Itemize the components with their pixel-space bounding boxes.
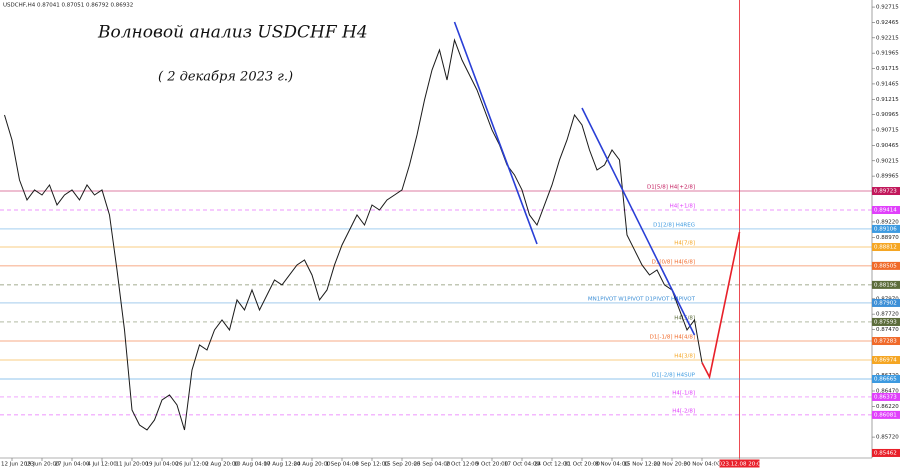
level-box	[872, 392, 900, 401]
level-value: 0.89414	[874, 208, 897, 214]
level-label: D1[-2/8] H4SUP	[652, 373, 696, 379]
x-tick-label: 10 Aug 04:00	[233, 462, 271, 468]
level-value: 0.88196	[874, 282, 897, 288]
level-box	[872, 224, 900, 233]
level-label: H4[-2/8]	[672, 408, 695, 414]
y-tick-label: 0.91965	[876, 51, 899, 57]
y-tick-label: 0.92215	[876, 35, 899, 41]
level-value: 0.87593	[874, 319, 897, 325]
level-value: 0.86373	[874, 394, 897, 400]
x-tick-label: 27 Jun 04:00	[55, 462, 90, 468]
x-tick-label: 9 Oct 20:00	[476, 462, 509, 468]
x-tick-label: 2 Oct 12:00	[446, 462, 479, 468]
y-tick-label: 0.85720	[876, 435, 899, 441]
y-tick-label: 0.90965	[876, 112, 899, 118]
level-value: 0.87283	[874, 339, 897, 345]
y-tick-label: 0.86220	[876, 404, 899, 410]
y-tick-label: 0.89220	[876, 219, 899, 225]
level-box	[872, 410, 900, 419]
x-tick-label: 25 Sep 04:00	[414, 462, 451, 468]
x-tick-label: 19 Jul 04:00	[146, 462, 179, 468]
level-label: H4[-1/8]	[672, 390, 695, 396]
x-tick-label: 17 Oct 04:00	[504, 462, 540, 468]
y-tick-label: 0.88970	[876, 235, 899, 241]
y-tick-label: 0.87470	[876, 327, 899, 333]
level-box	[872, 317, 900, 326]
x-tick-label: 11 Jul 20:00	[116, 462, 149, 468]
chart-title: Волновой анализ USDCHF H4	[97, 23, 368, 43]
x-tick-label: 26 Jul 12:00	[176, 462, 209, 468]
level-box	[872, 243, 900, 252]
level-label: H4[+1/8]	[670, 204, 695, 210]
level-box	[872, 187, 900, 196]
level-value: 0.86974	[874, 358, 897, 364]
y-tick-label: 0.90215	[876, 158, 899, 164]
x-tick-label: 22 Nov 20:00	[653, 462, 691, 468]
level-label: MN1PIVOT W1PIVOT D1PIVOT H4PIVOT	[588, 296, 696, 302]
x-tick-label: 30 Nov 04:00	[683, 462, 721, 468]
y-tick-label: 0.90715	[876, 128, 899, 134]
level-box	[872, 261, 900, 270]
price-marker-value: 0.85462	[874, 450, 897, 456]
price-marker-box	[872, 448, 900, 457]
level-label: D1[0/8] H4[6/8]	[652, 259, 695, 265]
header: USDCHF,H4 0.87041 0.87051 0.86792 0.8693…	[3, 3, 133, 9]
x-tick-label: 24 Aug 20:00	[293, 462, 331, 468]
x-tick-label: 24 Oct 12:00	[534, 462, 570, 468]
x-tick-label: 8 Nov 04:00	[595, 462, 629, 468]
x-tick-label: 2 Aug 20:00	[205, 462, 239, 468]
y-tick-label: 0.92465	[876, 20, 899, 26]
level-value: 0.87902	[874, 300, 897, 306]
y-tick-label: 0.89965	[876, 174, 899, 180]
level-label: H4[3/8]	[674, 354, 695, 360]
level-label: H4[5/8]	[674, 315, 695, 321]
level-label: D1[-1/8] H4[4/8]	[650, 335, 695, 341]
level-value: 0.86081	[874, 412, 897, 418]
level-label: H4[7/8]	[674, 241, 695, 247]
y-tick-label: 0.91215	[876, 97, 899, 103]
y-tick-label: 0.92715	[876, 5, 899, 11]
x-tick-label: 15 Sep 20:00	[384, 462, 421, 468]
level-box	[872, 337, 900, 346]
level-value: 0.86665	[874, 377, 897, 383]
y-tick-label: 0.90465	[876, 143, 899, 149]
level-label: D1[2/8] H4REG	[653, 222, 695, 228]
series-line	[581, 107, 696, 336]
x-tick-label: 2023.12.08 20:00	[715, 462, 765, 468]
chart-subtitle: ( 2 декабря 2023 г.)	[158, 70, 293, 85]
level-value: 0.89106	[874, 226, 897, 232]
future-label-box	[719, 459, 760, 468]
series-line	[701, 231, 741, 380]
level-box	[872, 280, 900, 289]
x-tick-label: 31 Oct 20:00	[564, 462, 600, 468]
x-tick-label: 19 Jun 20:00	[25, 462, 60, 468]
level-value: 0.89723	[874, 189, 897, 195]
level-value: 0.88505	[874, 263, 897, 269]
x-tick-label: 12 Jun 2023	[1, 462, 35, 468]
y-tick-label: 0.91465	[876, 81, 899, 87]
y-tick-label: 0.91715	[876, 66, 899, 72]
level-value: 0.88812	[874, 245, 897, 251]
x-tick-label: 1 Sep 04:00	[325, 462, 359, 468]
level-box	[872, 206, 900, 215]
x-tick-label: 4 Jul 12:00	[87, 462, 117, 468]
level-box	[872, 356, 900, 365]
series-line	[453, 21, 538, 245]
series-line	[4, 38, 703, 431]
x-tick-label: 8 Sep 12:00	[355, 462, 389, 468]
y-tick-label: 0.86470	[876, 388, 899, 394]
level-box	[872, 298, 900, 307]
level-label: D1[5/8] H4[+2/8]	[647, 185, 695, 191]
level-box	[872, 375, 900, 384]
x-tick-label: 17 Aug 12:00	[263, 462, 301, 468]
y-tick-label: 0.87720	[876, 312, 899, 318]
x-tick-label: 15 Nov 12:00	[623, 462, 661, 468]
